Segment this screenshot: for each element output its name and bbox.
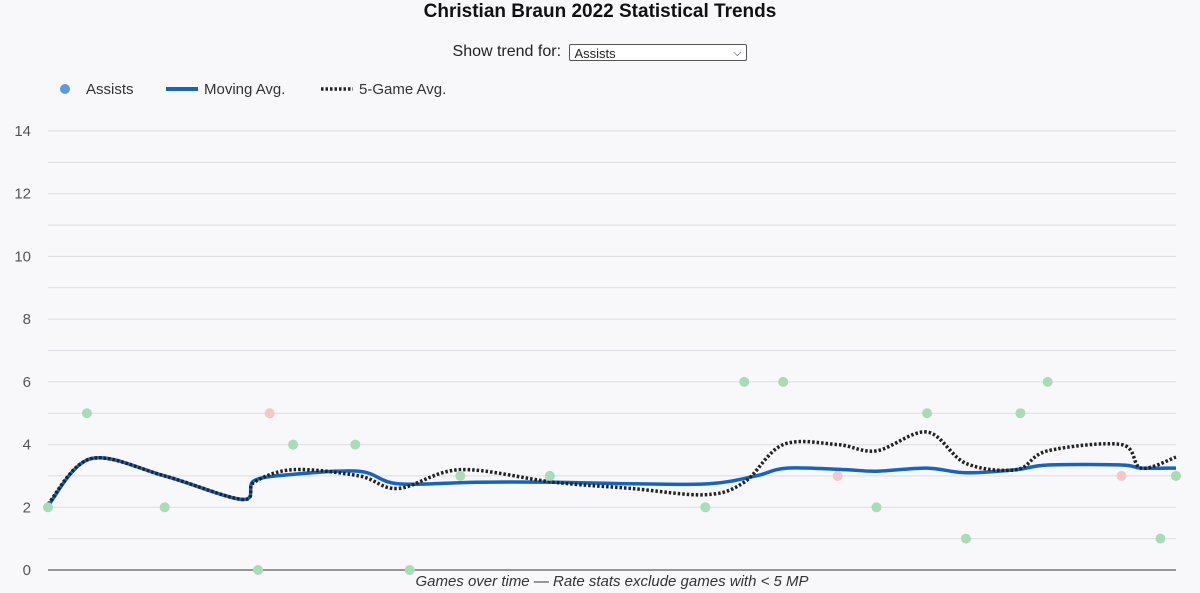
assist-point[interactable]	[922, 408, 933, 419]
trend-label: Show trend for:	[452, 43, 562, 60]
y-tick-label: 0	[23, 562, 31, 579]
assist-point[interactable]	[544, 470, 555, 481]
series-lines	[46, 430, 1177, 507]
y-tick-label: 6	[23, 374, 31, 391]
assist-point[interactable]	[778, 376, 789, 387]
y-tick-label: 2	[23, 499, 31, 516]
assist-point[interactable]	[700, 502, 711, 513]
moving-avg-line	[46, 455, 1177, 507]
chevron-down-icon: ⌵	[733, 46, 742, 59]
five-game-avg-line	[46, 430, 1177, 506]
trend-select[interactable]: Assists ⌵	[569, 43, 748, 61]
legend-moving-avg-label: Moving Avg.	[204, 81, 285, 98]
assist-point[interactable]	[960, 533, 971, 544]
assist-point[interactable]	[350, 439, 361, 450]
legend-assists-marker	[60, 84, 70, 94]
x-axis-label: Games over time — Rate stats exclude gam…	[415, 573, 808, 590]
assist-point[interactable]	[43, 502, 53, 513]
y-tick-label: 14	[14, 123, 31, 140]
assist-point[interactable]	[1116, 470, 1127, 481]
y-axis-ticks: 0 2 4 6 8 10 12 14	[14, 123, 31, 579]
assist-point[interactable]	[1042, 376, 1053, 387]
legend-assists-label: Assists	[86, 81, 134, 98]
assist-point[interactable]	[455, 470, 466, 481]
y-tick-label: 12	[14, 186, 31, 203]
assist-point[interactable]	[832, 470, 843, 481]
y-tick-label: 4	[23, 437, 31, 454]
assist-point[interactable]	[404, 565, 415, 575]
legend-five-game-avg-label: 5-Game Avg.	[359, 81, 446, 98]
assist-point[interactable]	[739, 376, 750, 387]
assist-point[interactable]	[81, 408, 92, 419]
assist-point[interactable]	[264, 408, 275, 419]
y-tick-label: 10	[14, 248, 31, 265]
trend-control: Show trend for: Assists ⌵	[0, 43, 1200, 61]
legend: Assists Moving Avg. 5-Game Avg.	[60, 81, 446, 98]
assist-point[interactable]	[871, 502, 882, 513]
assist-point[interactable]	[159, 502, 170, 513]
assist-point[interactable]	[1155, 533, 1166, 544]
assist-point[interactable]	[288, 439, 299, 450]
assist-point[interactable]	[253, 565, 264, 575]
data-points	[43, 376, 1181, 575]
assist-point[interactable]	[1171, 470, 1181, 481]
grid-lines	[48, 130, 1176, 540]
assist-point[interactable]	[1015, 408, 1026, 419]
y-tick-label: 8	[23, 311, 31, 328]
chart-title: Christian Braun 2022 Statistical Trends	[423, 1, 777, 22]
trend-select-value: Assists	[574, 45, 616, 61]
